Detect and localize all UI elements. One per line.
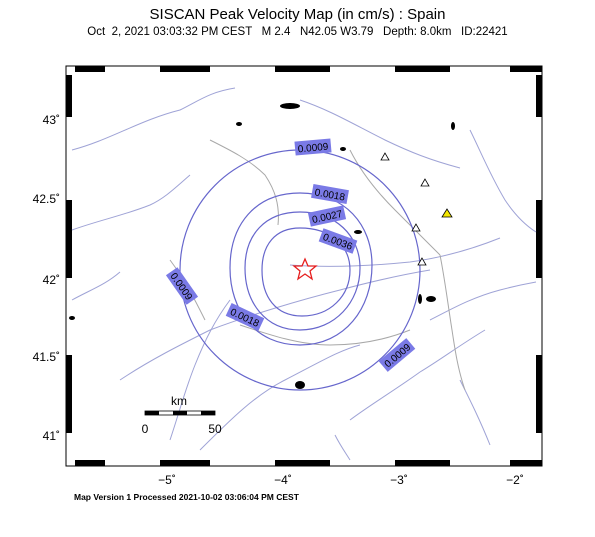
- station-triangle: [380, 152, 390, 161]
- svg-text:−2˚: −2˚: [506, 473, 524, 487]
- map-subtitle: Oct 2, 2021 03:03:32 PM CEST M 2.4 N42.0…: [87, 26, 508, 38]
- scale-min: 0: [142, 422, 149, 436]
- station-triangle: [411, 223, 421, 232]
- svg-text:41˚: 41˚: [43, 429, 60, 443]
- station-triangle-yellow: [441, 208, 453, 218]
- epicenter-star-icon: [292, 257, 318, 281]
- svg-text:43˚: 43˚: [43, 113, 60, 127]
- contour-label: 0.0009: [294, 138, 332, 156]
- svg-text:−5˚: −5˚: [158, 473, 176, 487]
- rivers: [71, 87, 537, 461]
- svg-text:−3˚: −3˚: [390, 473, 408, 487]
- scale-bar: km 0 50: [142, 394, 222, 436]
- contour-label: 0.0018: [311, 183, 349, 205]
- contour-0.0018: [229, 192, 373, 346]
- map-footer: Map Version 1 Processed 2021-10-02 03:06…: [74, 492, 299, 502]
- svg-text:42.5˚: 42.5˚: [33, 192, 60, 206]
- map-frame: [65, 65, 543, 467]
- svg-text:41.5˚: 41.5˚: [33, 350, 60, 364]
- longitude-labels: −5˚ −4˚ −3˚ −2˚: [158, 473, 524, 487]
- scale-max: 50: [208, 422, 222, 436]
- svg-text:42˚: 42˚: [43, 273, 60, 287]
- svg-text:0.0018: 0.0018: [314, 187, 346, 203]
- station-triangle: [417, 257, 427, 266]
- svg-text:0.0009: 0.0009: [297, 142, 329, 156]
- stations: [380, 152, 453, 266]
- reservoirs: [69, 103, 455, 389]
- station-triangle: [420, 178, 430, 187]
- scale-title: km: [171, 394, 187, 408]
- map-title: SISCAN Peak Velocity Map (in cm/s) : Spa…: [149, 6, 446, 23]
- latitude-labels: 43˚ 42.5˚ 42˚ 41.5˚ 41˚: [33, 113, 60, 443]
- province-borders: [169, 139, 466, 391]
- svg-text:−4˚: −4˚: [274, 473, 292, 487]
